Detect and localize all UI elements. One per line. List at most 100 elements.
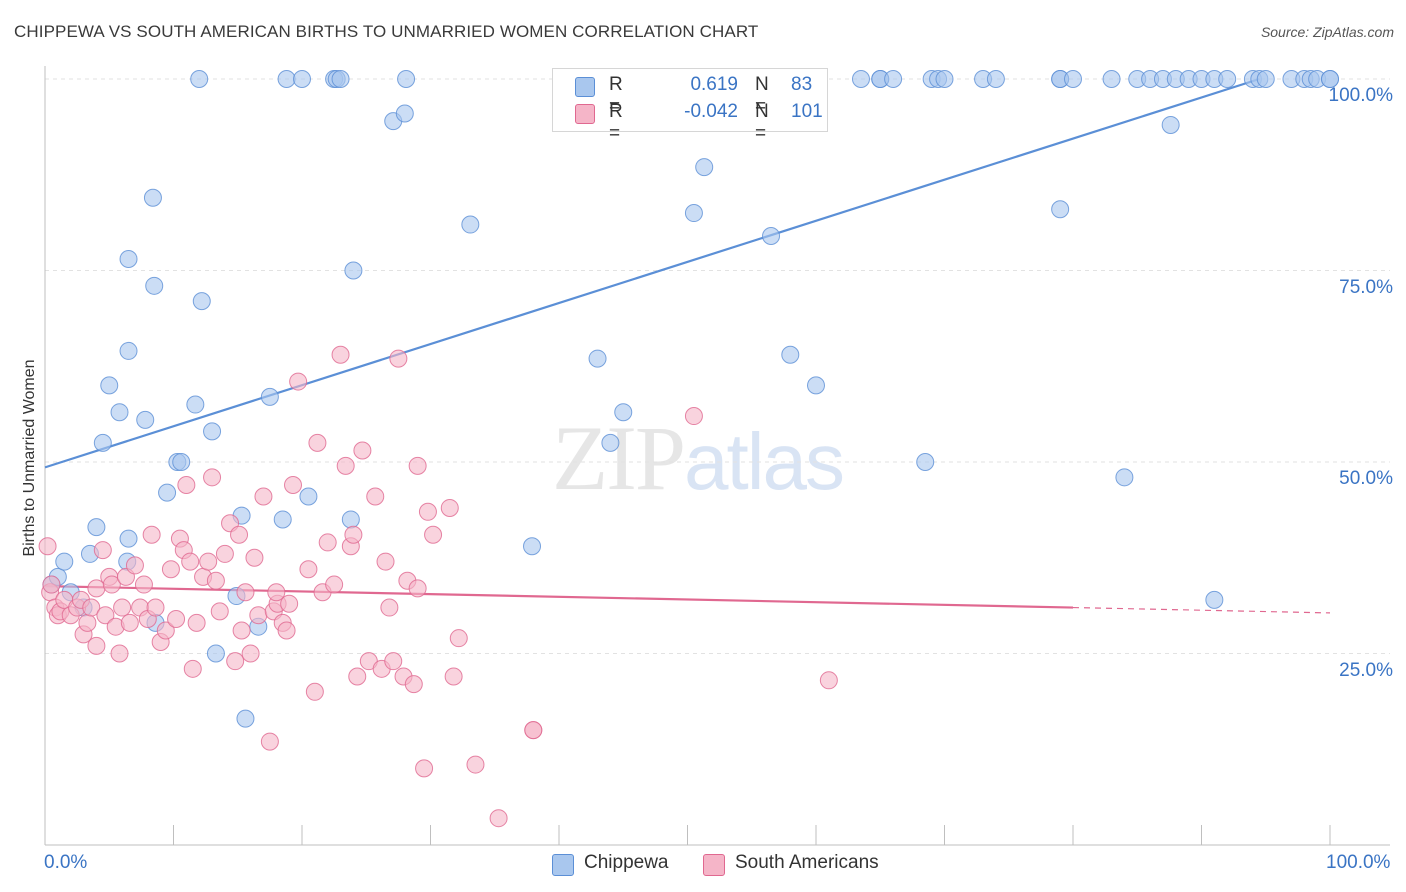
south-americans-point: [384, 652, 403, 671]
south-americans-point: [260, 732, 279, 751]
source-label: Source: ZipAtlas.com: [1260, 24, 1394, 40]
chippewa-point: [110, 403, 129, 422]
chippewa-point: [293, 70, 311, 88]
south-americans-point: [210, 602, 229, 621]
south-americans-point: [102, 575, 121, 594]
south-americans-point: [444, 667, 463, 686]
south-americans-point: [325, 575, 344, 594]
chippewa-point: [397, 70, 416, 88]
chippewa-point: [93, 433, 112, 452]
south-americans-point: [177, 475, 196, 494]
south-americans-point: [161, 560, 180, 579]
south-americans-point: [93, 541, 112, 560]
chippewa-point: [851, 70, 870, 88]
r-value: 0.619: [690, 74, 738, 95]
south-americans-point: [305, 682, 324, 701]
south-americans-point: [299, 560, 318, 579]
chippewa-point: [601, 433, 620, 452]
chippewa-point: [781, 345, 800, 364]
chippewa-point: [1321, 70, 1339, 88]
chippewa-point: [1115, 468, 1134, 487]
legend-label-south-americans: South Americans: [735, 852, 879, 873]
south-americans-point: [408, 456, 427, 475]
south-americans-point: [415, 759, 434, 778]
chippewa-point: [55, 552, 74, 571]
south-americans-point: [254, 487, 273, 506]
south-americans-point: [289, 372, 308, 391]
south-americans-point: [87, 636, 106, 655]
y-tick-label: 50.0%: [1339, 468, 1393, 489]
chippewa-point: [684, 204, 703, 223]
south-americans-point: [230, 525, 249, 544]
chippewa-point: [186, 395, 205, 414]
south-americans-point: [236, 583, 255, 602]
south-americans-point: [113, 598, 132, 617]
chippewa-point: [273, 510, 292, 529]
chippewa-point: [277, 70, 296, 88]
south-americans-point: [389, 349, 408, 368]
south-americans-point: [245, 548, 264, 567]
chippewa-point: [119, 250, 138, 269]
south-americans-point: [524, 721, 543, 740]
chippewa-point: [206, 644, 225, 663]
south-americans-point: [215, 544, 234, 563]
south-americans-point: [125, 556, 144, 575]
chippewa-point: [143, 188, 162, 207]
south-americans-point: [241, 644, 260, 663]
chippewa-point: [341, 510, 360, 529]
x-tick-label-min: 0.0%: [44, 852, 88, 873]
south-americans-point: [684, 407, 703, 426]
watermark-zip: ZIP: [552, 407, 686, 509]
south-americans-point: [110, 644, 129, 663]
chippewa-point: [1256, 70, 1275, 88]
r-value: -0.042: [684, 101, 738, 122]
y-tick-label: 25.0%: [1339, 659, 1393, 681]
chippewa-point: [190, 70, 209, 88]
south-americans-point: [353, 441, 372, 460]
chippewa-point: [87, 518, 106, 537]
chippewa-point: [614, 403, 633, 422]
trendline-chippewa: [44, 77, 1260, 469]
south-americans-point: [249, 606, 268, 625]
south-americans-point: [134, 575, 153, 594]
chippewa-point: [136, 410, 155, 429]
chippewa-point: [100, 376, 119, 395]
chippewa-point: [172, 453, 191, 471]
legend-label-chippewa: Chippewa: [584, 852, 669, 873]
south-americans-point: [440, 498, 459, 517]
legend-swatch-south-americans: [703, 854, 725, 876]
legend-swatch-chippewa: [575, 77, 595, 97]
chippewa-point: [461, 215, 480, 234]
south-americans-point: [466, 755, 485, 774]
axes: [44, 66, 1390, 846]
n-value: 101: [791, 101, 823, 122]
chippewa-point: [236, 709, 255, 728]
chippewa-point: [916, 453, 935, 471]
legend-swatch-chippewa: [552, 854, 574, 876]
grid: [45, 78, 1390, 654]
south-americans-point: [489, 809, 508, 828]
chippewa-point: [1218, 70, 1237, 88]
chippewa-point: [1205, 590, 1224, 609]
south-americans-point: [120, 613, 139, 632]
chippewa-point: [523, 537, 542, 556]
south-americans-point: [348, 667, 367, 686]
chippewa-point: [395, 104, 414, 123]
south-americans-point: [336, 456, 355, 475]
y-tick-label: 100.0%: [1328, 85, 1393, 106]
chippewa-point: [986, 70, 1005, 88]
south-americans-point: [232, 621, 251, 640]
chippewa-point: [807, 376, 825, 395]
south-americans-point: [424, 525, 443, 544]
south-americans-point: [344, 525, 363, 544]
south-americans-point: [82, 598, 101, 617]
south-americans-point: [277, 621, 296, 640]
south-americans-point: [146, 598, 165, 617]
watermark: ZIPatlas: [552, 405, 845, 511]
south-americans-point: [203, 468, 222, 487]
chippewa-point: [588, 349, 607, 368]
chippewa-point: [158, 483, 177, 502]
south-americans-point: [366, 487, 385, 506]
trendline-extension: [1072, 606, 1331, 614]
south-americans-point: [206, 571, 225, 590]
